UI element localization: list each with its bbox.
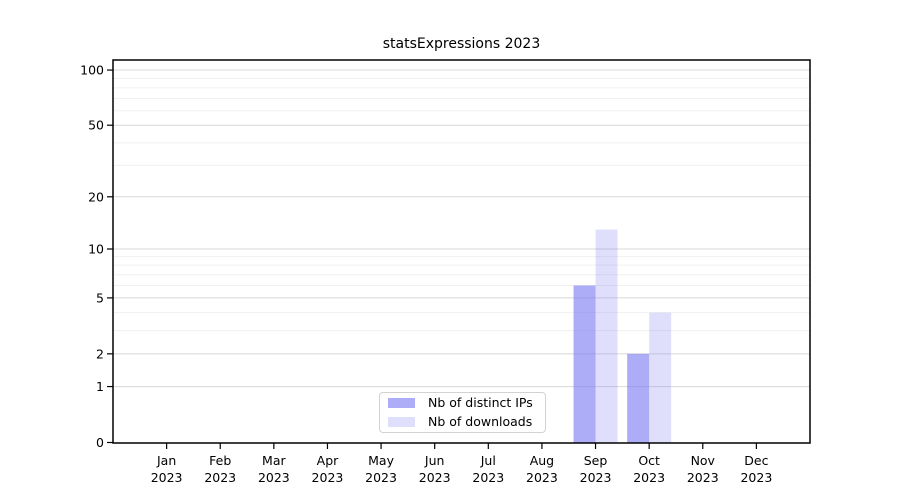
bar-oct-series0 (627, 353, 650, 443)
x-tick-label-year: 2023 (312, 470, 344, 485)
y-tick-label: 5 (96, 290, 104, 305)
x-tick-label-month: Jul (480, 453, 496, 468)
y-tick-label: 100 (80, 63, 104, 78)
chart-title: statsExpressions 2023 (382, 36, 541, 52)
x-tick-label-month: Mar (262, 453, 286, 468)
legend-item-distinct-ips: Nb of distinct IPs (388, 395, 535, 411)
x-tick-label-month: Apr (317, 453, 339, 468)
y-tick-label: 0 (96, 435, 104, 450)
x-tick-label-year: 2023 (258, 470, 290, 485)
y-tick-label: 10 (88, 241, 104, 256)
bar-sep-series1 (595, 229, 618, 443)
bar-oct-series1 (649, 312, 672, 443)
x-tick-label-year: 2023 (580, 470, 612, 485)
x-tick-label-year: 2023 (151, 470, 183, 485)
legend: Nb of distinct IPs Nb of downloads (379, 392, 546, 433)
y-tick-label: 1 (96, 379, 104, 394)
x-tick-label-year: 2023 (740, 470, 772, 485)
x-tick-label-year: 2023 (633, 470, 665, 485)
legend-label-downloads: Nb of downloads (428, 414, 533, 429)
x-tick-label-year: 2023 (419, 470, 451, 485)
legend-label-distinct-ips: Nb of distinct IPs (428, 395, 533, 411)
x-tick-label-year: 2023 (687, 470, 719, 485)
x-tick-label-month: Nov (691, 453, 716, 468)
x-tick-label-month: Jan (156, 453, 176, 468)
x-tick-label-month: Oct (638, 453, 660, 468)
y-tick-label: 20 (88, 189, 104, 204)
legend-swatch-downloads (388, 416, 415, 427)
x-tick-label-month: Feb (209, 453, 231, 468)
x-tick-label-month: May (368, 453, 394, 468)
legend-item-downloads: Nb of downloads (388, 414, 535, 430)
x-tick-label-month: Jun (424, 453, 445, 468)
y-tick-label: 2 (96, 346, 104, 361)
x-tick-label-year: 2023 (472, 470, 504, 485)
x-tick-label-month: Dec (744, 453, 768, 468)
x-tick-label-year: 2023 (365, 470, 397, 485)
x-tick-label-year: 2023 (526, 470, 558, 485)
plot-frame (112, 59, 811, 444)
legend-swatch-distinct-ips (388, 398, 415, 409)
x-tick-label-year: 2023 (204, 470, 236, 485)
bar-sep-series0 (573, 285, 596, 443)
y-tick-label: 50 (88, 118, 104, 133)
x-tick-label-month: Sep (584, 453, 608, 468)
x-tick-label-month: Aug (530, 453, 554, 468)
